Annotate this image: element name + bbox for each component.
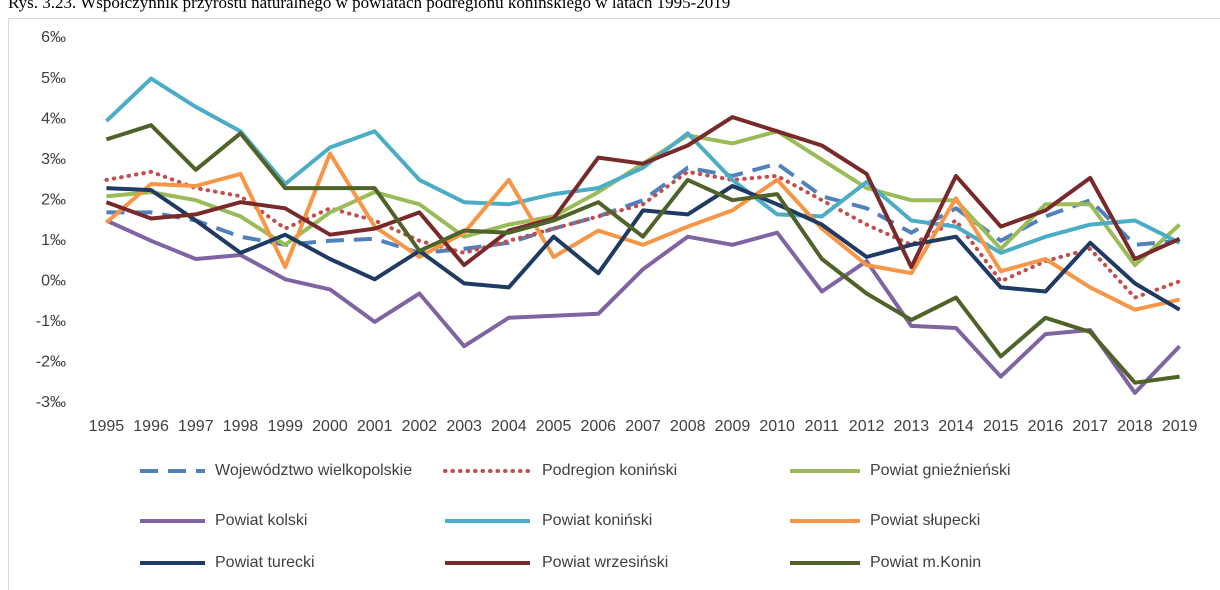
x-tick-label: 2014	[938, 418, 974, 435]
series-line	[106, 161, 1180, 255]
x-tick-label: 2019	[1162, 418, 1198, 435]
y-tick-label: 2‰	[41, 191, 66, 208]
x-tick-label: 2018	[1117, 418, 1153, 435]
x-tick-label: 1995	[89, 418, 125, 435]
legend-label: Powiat gnieźnieński	[870, 462, 1011, 479]
series-line	[105, 76, 1181, 255]
x-tick-label: 1999	[267, 418, 303, 435]
series-line	[104, 169, 1182, 300]
x-tick-label: 2007	[625, 418, 661, 435]
legend-label: Powiat kolski	[215, 512, 307, 529]
legend-label: Powiat turecki	[215, 554, 315, 571]
y-tick-label: 0‰	[41, 273, 66, 290]
x-tick-label: 2006	[580, 418, 616, 435]
x-tick-label: 1996	[133, 418, 169, 435]
legend-label: Powiat wrzesiński	[542, 554, 668, 571]
series-line	[105, 115, 1181, 270]
legend-label: Powiat słupecki	[870, 512, 980, 529]
y-tick-label: 3‰	[41, 151, 66, 168]
x-tick-label: 2017	[1072, 418, 1108, 435]
legend-label: Powiat koniński	[542, 512, 652, 529]
x-tick-label: 2012	[849, 418, 885, 435]
x-tick-label: 2003	[446, 418, 482, 435]
x-tick-label: 2013	[894, 418, 930, 435]
x-tick-label: 2015	[983, 418, 1019, 435]
series-line	[105, 218, 1182, 395]
x-tick-label: 2000	[312, 418, 348, 435]
series-line	[106, 184, 1181, 312]
legend-label: Powiat m.Konin	[870, 554, 981, 571]
x-tick-label: 1997	[178, 418, 214, 435]
x-tick-label: 2005	[536, 418, 572, 435]
chart-border	[8, 18, 1220, 590]
y-tick-label: 4‰	[41, 110, 66, 127]
y-tick-label: -1‰	[36, 313, 66, 330]
x-tick-label: 2008	[670, 418, 706, 435]
y-tick-label: 6‰	[41, 29, 66, 46]
x-tick-label: 2016	[1028, 418, 1064, 435]
x-tick-label: 2010	[759, 418, 795, 435]
y-tick-label: 1‰	[41, 232, 66, 249]
x-tick-label: 1998	[223, 418, 259, 435]
x-tick-label: 2001	[357, 418, 393, 435]
series-line	[105, 123, 1180, 385]
chart-title: Rys. 3.23. Współczynnik przyrostu natura…	[8, 0, 730, 12]
x-tick-label: 2009	[715, 418, 751, 435]
x-tick-label: 2011	[805, 418, 840, 435]
y-tick-label: -2‰	[36, 354, 66, 371]
x-tick-label: 2004	[491, 418, 527, 435]
legend-label: Podregion koniński	[542, 462, 677, 479]
series-line	[105, 151, 1181, 312]
y-tick-label: -3‰	[36, 394, 66, 411]
legend-label: Województwo wielkopolskie	[215, 462, 412, 479]
y-tick-label: 5‰	[41, 70, 66, 87]
x-tick-label: 2002	[402, 418, 438, 435]
